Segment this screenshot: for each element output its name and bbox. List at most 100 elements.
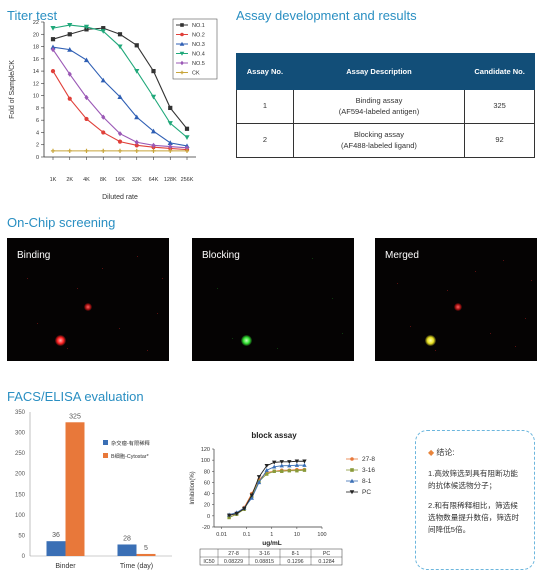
assay-no-cell: 2 (236, 123, 294, 158)
binding-image-panel: Binding (7, 238, 169, 361)
data-point (50, 68, 56, 74)
x-tick-label: 0.01 (216, 532, 227, 538)
bar (117, 544, 137, 556)
legend-label: 杂交瘤-有限稀释 (111, 439, 151, 447)
data-point (67, 96, 72, 101)
data-point (100, 77, 106, 83)
data-point (294, 462, 300, 467)
data-point (242, 506, 247, 511)
background-noise-pixel (525, 318, 526, 319)
x-tick-label: 32K (132, 177, 142, 183)
data-point (279, 460, 284, 465)
ic50-value: 0.1296 (287, 559, 303, 565)
assay-description-line: Binding assay (355, 96, 403, 106)
data-point (302, 468, 307, 472)
y-tick-label: 16 (33, 57, 39, 63)
data-point (272, 460, 277, 465)
data-point (50, 148, 56, 153)
panel-label-merged: Merged (385, 250, 419, 261)
data-point (249, 495, 254, 500)
y-tick-label: 20 (33, 32, 39, 38)
fit-curve (228, 469, 305, 517)
data-point (168, 148, 173, 153)
data-point (180, 32, 184, 37)
ic50-row-label: IC50 (203, 559, 214, 565)
merged-image-panel: Merged (375, 238, 537, 361)
y-tick-label: 80 (204, 469, 210, 475)
legend-label: NO.2 (192, 33, 205, 39)
data-point (84, 148, 89, 153)
y-tick-label: 2 (36, 143, 39, 149)
bar-value-label: 36 (52, 532, 60, 539)
block-assay-chart: block assay -20 0 20 40 60 80 100 120 0.01 0.1 1 10 1… (190, 431, 375, 566)
table-row: 2 Blocking assay (AF488-labeled ligand) 9… (236, 123, 535, 158)
data-point (295, 469, 299, 473)
assay-description-line: (AF594-labeled antigen) (338, 106, 420, 116)
x-category-label: Binder (55, 563, 76, 570)
data-point (151, 68, 156, 74)
background-noise-pixel (137, 256, 138, 257)
x-tick-label: 1K (50, 177, 57, 183)
assay-description-line: (AF488-labeled ligand) (341, 140, 417, 150)
data-point (67, 148, 72, 153)
y-tick-label: 0 (36, 155, 39, 161)
ic50-header: 3-16 (259, 551, 270, 557)
titer-section-title: Titer test (7, 8, 58, 23)
data-point (100, 29, 106, 34)
conclusion-point-1: 1.高效筛选到具有阻断功能的抗体候选物分子； (428, 468, 518, 490)
data-point (101, 148, 106, 153)
data-point (101, 114, 106, 120)
assay-table-header: Assay No. Assay Description Candidate No… (236, 53, 535, 90)
data-point (84, 116, 89, 122)
data-point (117, 148, 123, 153)
y-axis-label: Fold of Sample/CK (9, 60, 16, 119)
panel-label-binding: Binding (17, 250, 51, 261)
header-candidate-no: Candidate No. (464, 53, 535, 90)
data-point (167, 140, 173, 145)
onchip-section-title: On-Chip screening (7, 215, 116, 230)
ic50-header: PC (323, 551, 331, 557)
data-point (101, 26, 106, 31)
y-tick-label: 4 (36, 130, 39, 136)
x-tick-label: 1 (270, 532, 273, 538)
assay-section-title: Assay development and results (236, 8, 417, 23)
data-point (180, 60, 184, 66)
background-noise-pixel (475, 271, 476, 272)
x-tick-label: 2K (66, 177, 73, 183)
data-point (84, 94, 89, 101)
assay-description-line: Blocking assay (353, 130, 404, 140)
data-point (134, 114, 140, 120)
data-point (184, 148, 190, 153)
data-point (50, 26, 56, 31)
data-point (226, 513, 232, 518)
bar-value-label: 28 (123, 535, 131, 542)
x-tick-label: 128K (164, 177, 177, 183)
data-point (83, 24, 90, 30)
background-noise-pixel (435, 350, 436, 351)
bar (65, 422, 85, 556)
data-point (151, 142, 156, 148)
y-axis-label: Inhibition(%) (190, 471, 196, 504)
y-tick-label: 10 (33, 94, 39, 100)
data-point (272, 469, 276, 473)
legend-label: NO.5 (192, 61, 205, 67)
background-noise-pixel (77, 288, 78, 289)
bar (46, 541, 66, 556)
series-line (52, 70, 188, 151)
green-fluorescent-spot (241, 335, 252, 346)
data-point (50, 47, 56, 53)
legend-label: NO.3 (192, 42, 205, 48)
data-point (287, 469, 292, 473)
data-point (151, 148, 156, 153)
y-tick-label: 300 (15, 431, 26, 437)
data-point (50, 44, 56, 50)
conclusion-title: ◆ 结论: (428, 447, 524, 460)
ic50-value: 0.08815 (255, 559, 274, 565)
legend-swatch (103, 453, 108, 458)
conclusion-point-2: 2.和有限稀释相比，筛选候选物数量提升数倍，筛选时间降低5倍。 (428, 501, 520, 535)
red-fluorescent-spot (84, 303, 92, 311)
data-point (302, 462, 307, 467)
x-tick-label: 0.1 (243, 532, 251, 538)
background-noise-pixel (37, 323, 38, 324)
background-noise-pixel (147, 350, 148, 351)
